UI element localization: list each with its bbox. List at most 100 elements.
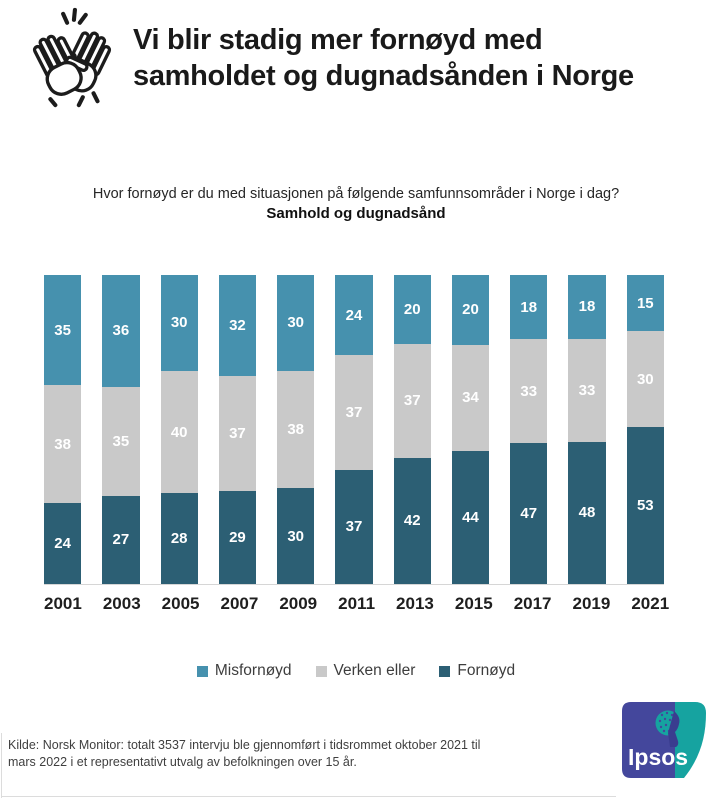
ipsos-logo: Ipsos xyxy=(621,701,707,779)
bar-segment-verken-eller-2003: 35 xyxy=(102,386,140,496)
spark-line xyxy=(48,97,58,108)
segment-value-label: 53 xyxy=(636,497,654,515)
bar-segment-misfornøyd-2007: 32 xyxy=(218,275,257,377)
bar-2003: 36 35 27 xyxy=(102,275,140,584)
bar-segment-verken-eller-2011: 37 xyxy=(335,355,373,470)
chart-subtitle: Hvor fornøyd er du med situasjonen på fø… xyxy=(0,186,712,222)
bar-segment-fornøyd-2007: 29 xyxy=(218,490,257,584)
bar-2009: 30 38 30 xyxy=(277,275,315,585)
x-axis-label-2017: 2017 xyxy=(513,594,552,613)
segment-value-label: 35 xyxy=(54,321,71,339)
x-axis-label-2021: 2021 xyxy=(631,594,670,613)
spark-line xyxy=(77,12,88,25)
bar-2017: 18 33 47 xyxy=(510,275,548,584)
segment-value-label: 37 xyxy=(403,392,421,410)
bar-segment-verken-eller-2017: 33 xyxy=(510,339,548,444)
segment-value-label: 33 xyxy=(520,382,538,400)
bar-2001: 35 38 24 xyxy=(44,275,82,584)
stacked-bar-chart: 35 38 24 36 35 27 30 40 28 32 37 29 30 38 30 24 37 37 20 37… xyxy=(44,275,664,585)
bar-segment-fornøyd-2009: 30 xyxy=(277,488,315,585)
segment-value-label: 28 xyxy=(170,530,188,548)
x-axis-label-2009: 2009 xyxy=(279,594,318,613)
segment-value-label: 30 xyxy=(170,314,188,332)
segment-value-label: 47 xyxy=(520,505,538,523)
bar-2015: 20 34 44 xyxy=(451,275,490,585)
x-axis-label-2005: 2005 xyxy=(161,594,200,613)
bar-segment-verken-eller-2021: 30 xyxy=(626,331,664,428)
legend-label: Misfornøyd xyxy=(214,662,292,679)
bar-segment-misfornøyd-2019: 18 xyxy=(568,275,606,339)
x-axis-label-2013: 2013 xyxy=(396,594,434,613)
segment-value-label: 32 xyxy=(229,317,246,335)
legend-swatch-verken-eller xyxy=(315,665,327,677)
bar-segment-fornøyd-2021: 53 xyxy=(626,427,664,584)
segment-value-label: 38 xyxy=(287,421,305,438)
source-note-line1: Kilde: Norsk Monitor: totalt 3537 interv… xyxy=(8,738,481,752)
segment-value-label: 15 xyxy=(636,294,654,312)
page-title-line2: samholdet og dugnadsånden i Norge xyxy=(133,60,634,92)
bar-segment-verken-eller-2001: 38 xyxy=(44,385,82,504)
bar-segment-verken-eller-2005: 40 xyxy=(160,370,198,494)
bar-segment-fornøyd-2001: 24 xyxy=(44,503,82,584)
legend-item-verken-eller: Verken eller xyxy=(315,662,416,680)
survey-topic: Samhold og dugnadsånd xyxy=(266,205,446,222)
segment-value-label: 18 xyxy=(520,298,538,316)
x-axis-label-2007: 2007 xyxy=(220,594,259,613)
legend-swatch-fornøyd xyxy=(439,665,451,677)
bar-segment-misfornøyd-2013: 20 xyxy=(393,275,431,345)
bar-2005: 30 40 28 xyxy=(160,275,198,585)
bar-segment-fornøyd-2015: 44 xyxy=(451,451,490,585)
spark-line xyxy=(91,91,100,104)
bar-2007: 32 37 29 xyxy=(218,275,257,584)
x-axis-label-2001: 2001 xyxy=(44,594,82,613)
legend-label: Fornøyd xyxy=(457,662,516,679)
segment-value-label: 18 xyxy=(578,298,596,316)
page-title-line1: Vi blir stadig mer fornøyd med xyxy=(133,24,543,56)
source-note: Kilde: Norsk Monitor: totalt 3537 interv… xyxy=(8,737,608,772)
bar-segment-misfornøyd-2021: 15 xyxy=(626,275,664,332)
slide-edge-line xyxy=(1,733,2,798)
bar-segment-misfornøyd-2017: 18 xyxy=(510,275,548,340)
segment-value-label: 29 xyxy=(229,528,246,546)
slide-edge-line xyxy=(1,796,616,797)
segment-value-label: 24 xyxy=(54,535,71,553)
bar-segment-misfornøyd-2015: 20 xyxy=(451,275,490,345)
bar-segment-misfornøyd-2009: 30 xyxy=(277,275,315,371)
legend-label: Verken eller xyxy=(333,662,416,679)
bar-segment-fornøyd-2013: 42 xyxy=(393,457,431,584)
bar-segment-fornøyd-2011: 37 xyxy=(335,469,373,584)
segment-value-label: 24 xyxy=(345,306,363,324)
bar-segment-verken-eller-2013: 37 xyxy=(393,344,431,458)
bar-segment-fornøyd-2019: 48 xyxy=(568,441,606,584)
segment-value-label: 40 xyxy=(170,423,188,441)
legend-item-misfornøyd: Misfornøyd xyxy=(196,662,292,680)
bar-segment-verken-eller-2007: 37 xyxy=(218,376,257,491)
bar-segment-fornøyd-2017: 47 xyxy=(510,443,548,584)
x-axis-label-2019: 2019 xyxy=(572,594,611,613)
survey-question: Hvor fornøyd er du med situasjonen på fø… xyxy=(92,186,620,202)
segment-value-label: 38 xyxy=(54,435,71,453)
bar-segment-verken-eller-2009: 38 xyxy=(277,370,315,489)
bar-2011: 24 37 37 xyxy=(335,275,373,584)
segment-value-label: 34 xyxy=(462,389,479,407)
legend-swatch-misfornøyd xyxy=(196,665,208,677)
page-title: Vi blir stadig mer fornøyd med samholdet… xyxy=(133,22,708,94)
segment-value-label: 20 xyxy=(462,301,479,319)
segment-value-label: 30 xyxy=(287,527,305,545)
bar-segment-misfornøyd-2001: 35 xyxy=(44,275,82,386)
bar-segment-misfornøyd-2005: 30 xyxy=(160,275,198,371)
bar-segment-fornøyd-2003: 27 xyxy=(102,495,140,584)
bars-row: 35 38 24 36 35 27 30 40 28 32 37 29 30 38 30 24 37 37 20 37… xyxy=(44,275,664,585)
bar-segment-misfornøyd-2011: 24 xyxy=(335,275,373,356)
x-axis-label-2011: 2011 xyxy=(338,594,376,613)
segment-value-label: 37 xyxy=(345,403,363,421)
x-axis-label-2003: 2003 xyxy=(102,594,141,613)
segment-value-label: 37 xyxy=(229,424,246,442)
segment-value-label: 33 xyxy=(578,381,596,399)
logo-wordmark: Ipsos xyxy=(628,744,688,770)
segment-value-label: 48 xyxy=(578,504,596,522)
profile-head-icon xyxy=(655,710,681,747)
bar-segment-verken-eller-2015: 34 xyxy=(451,344,490,452)
spark-line xyxy=(71,7,77,22)
